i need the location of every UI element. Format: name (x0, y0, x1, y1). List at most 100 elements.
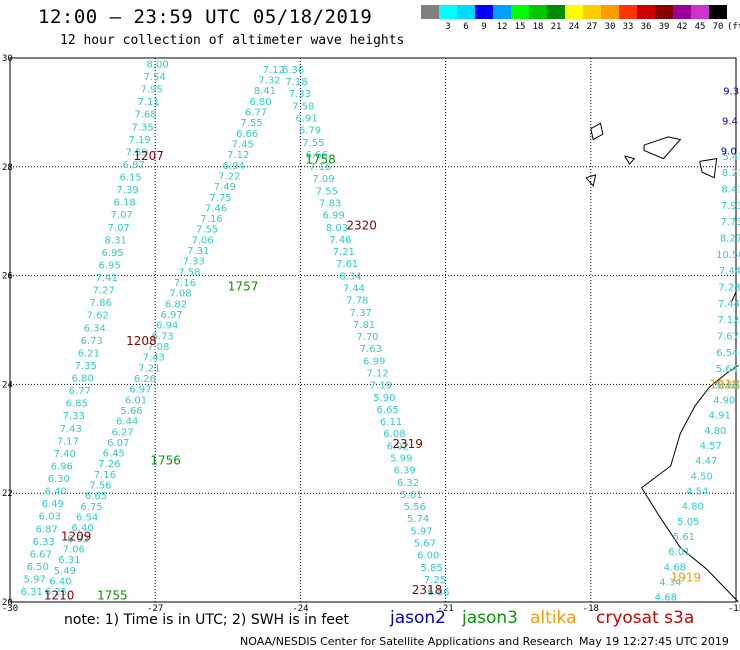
lon-tick-label: -21 (437, 604, 453, 614)
lat-tick-label: 26 (2, 272, 13, 282)
pass-time-label: 2320 (346, 219, 377, 233)
wave-height-value: 6.97 (160, 310, 182, 321)
wave-height-value: 7.55 (316, 186, 338, 197)
legend-swatch (565, 5, 583, 19)
wave-height-value: 7.08 (147, 342, 169, 353)
wave-height-value: 8.41 (254, 86, 276, 97)
wave-height-value: 5.97 (24, 575, 46, 586)
wave-height-value: 6.31 (58, 555, 80, 566)
wave-height-value: 4.80 (704, 426, 726, 437)
wave-height-value: 5.85 (420, 563, 442, 574)
wave-height-value: 6.82 (165, 299, 187, 310)
satellite-label-cryosat-s3a: cryosat s3a (596, 608, 695, 628)
wave-height-value: 7.78 (346, 296, 368, 307)
wave-height-value: 7.35 (132, 122, 154, 133)
wave-height-value: 7.08 (169, 289, 191, 300)
legend-swatch (475, 5, 493, 19)
wave-height-value: 7.26 (98, 459, 120, 470)
legend-swatch (709, 5, 727, 19)
wave-height-value: 5.64 (716, 364, 738, 375)
wave-height-value: 7.43 (143, 353, 165, 364)
wave-height-value: 6.95 (99, 260, 121, 271)
wave-height-value: 6.75 (80, 502, 102, 513)
wave-height-value: 6.95 (102, 248, 124, 259)
wave-height-value: 7.39 (117, 185, 139, 196)
wave-height-value: 7.12 (366, 369, 388, 380)
pass-time-label: 1210 (44, 588, 75, 602)
wave-height-value: 7.58 (292, 101, 314, 112)
coast-segment (730, 291, 737, 304)
wave-height-value: 5.90 (373, 393, 395, 404)
legend-swatch (601, 5, 619, 19)
map-subtitle: 12 hour collection of altimeter wave hei… (60, 33, 405, 48)
wave-height-value: 8.21 (722, 168, 740, 179)
legend-unit: (ft) (727, 22, 740, 32)
wave-height-value: 9.3 (723, 87, 739, 98)
lat-tick-label: 24 (2, 380, 13, 390)
legend-swatch (493, 5, 511, 19)
wave-height-value: 7.21 (333, 247, 355, 258)
legend-label: 39 (658, 22, 670, 32)
wave-height-value: 6.86 (427, 587, 449, 598)
wave-height-value: 7.12 (263, 65, 285, 76)
wave-height-value: 6.31 (21, 587, 43, 598)
generated-timestamp: May 19 12:27:45 UTC 2019 (579, 635, 729, 648)
coast-segment (643, 136, 682, 160)
wave-height-value: 5.61 (400, 490, 422, 501)
wave-height-value: 6.94 (223, 161, 245, 172)
wave-height-value: 6.18 (114, 198, 136, 209)
wave-height-value: 4.54 (686, 486, 708, 497)
pass-time-label: 1756 (150, 454, 181, 468)
wave-height-value: 6.80 (249, 97, 271, 108)
legend-label: 6 (463, 22, 469, 32)
legend-label: 15 (514, 22, 526, 32)
wave-height-value: 7.56 (89, 481, 111, 492)
legend-label: 42 (676, 22, 688, 32)
wave-height-value: 9.0 (721, 146, 737, 157)
wave-height-value: 6.87 (36, 524, 58, 535)
wave-height-value: 6.01 (668, 547, 690, 558)
lat-tick-label: 20 (2, 598, 13, 608)
wave-height-value: 6.91 (296, 113, 318, 124)
wave-height-value: 8.34 (339, 271, 361, 282)
pass-time-label: 1758 (305, 153, 336, 167)
satellite-label-altika: altika (530, 608, 577, 628)
wave-height-value: 7.27 (93, 286, 115, 297)
wave-height-value: 7.40 (54, 449, 76, 460)
wave-height-value: 6.36 (282, 65, 304, 76)
wave-height-value: 7.68 (135, 110, 157, 121)
legend-swatch (619, 5, 637, 19)
wave-height-value: 7.07 (111, 210, 133, 221)
wave-height-value: 6.97 (129, 385, 151, 396)
wave-height-value: 7.33 (289, 89, 311, 100)
lon-tick-label: -15 (728, 604, 740, 614)
wave-height-value: 5.66 (120, 406, 142, 417)
wave-height-value: 6.26 (134, 374, 156, 385)
wave-height-value: 7.19 (370, 381, 392, 392)
wave-height-value: 6.33 (33, 537, 55, 548)
legend-swatch (673, 5, 691, 19)
coast-segment (624, 155, 636, 165)
wave-height-value: 6.67 (30, 549, 52, 560)
wave-height-value: 7.32 (258, 76, 280, 87)
wave-height-value: 6.11 (380, 417, 402, 428)
wave-height-value: 6.25 (45, 587, 67, 598)
pass-time-label: 2318 (412, 583, 443, 597)
map-title: 12:00 – 23:59 UTC 05/18/2019 (38, 6, 373, 28)
wave-height-value: 7.95 (140, 85, 162, 96)
legend-label: 45 (694, 22, 706, 32)
wave-height-value: 6.40 (49, 576, 71, 587)
wave-height-value: 7.12 (717, 315, 739, 326)
wave-height-value: 7.37 (350, 308, 372, 319)
legend-label: 9 (481, 22, 487, 32)
wave-height-value: 7.58 (178, 267, 200, 278)
wave-height-value: 7.46 (205, 203, 227, 214)
wave-height-value: 7.55 (196, 225, 218, 236)
wave-height-value: 6.07 (107, 438, 129, 449)
wave-height-value: 7.06 (63, 544, 85, 555)
wave-height-value: 8.03 (326, 223, 348, 234)
wave-height-value: 5.99 (390, 454, 412, 465)
wave-height-value: 7.55 (240, 118, 262, 129)
lat-tick-label: 22 (2, 489, 13, 499)
wave-height-value: 6.32 (397, 478, 419, 489)
